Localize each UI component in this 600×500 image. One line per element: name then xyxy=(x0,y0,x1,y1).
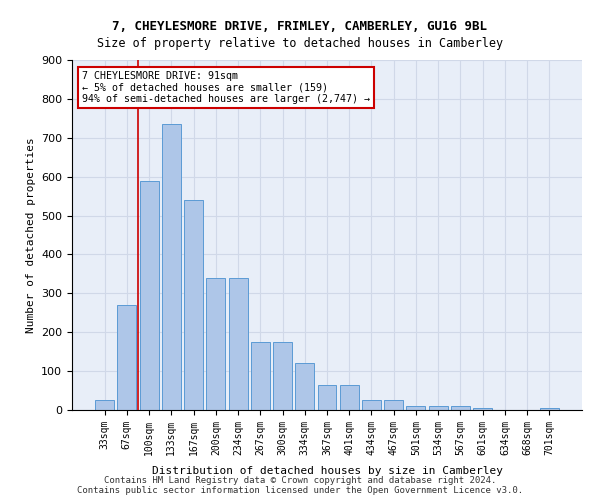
Bar xyxy=(95,400,114,410)
Bar xyxy=(384,400,403,410)
Bar xyxy=(451,406,470,410)
Bar xyxy=(295,364,314,410)
Bar xyxy=(162,124,181,410)
Bar xyxy=(206,278,225,410)
Bar xyxy=(273,342,292,410)
Bar xyxy=(140,180,158,410)
X-axis label: Distribution of detached houses by size in Camberley: Distribution of detached houses by size … xyxy=(151,466,503,476)
Bar xyxy=(251,342,270,410)
Bar xyxy=(540,408,559,410)
Text: 7, CHEYLESMORE DRIVE, FRIMLEY, CAMBERLEY, GU16 9BL: 7, CHEYLESMORE DRIVE, FRIMLEY, CAMBERLEY… xyxy=(113,20,487,33)
Bar xyxy=(340,384,359,410)
Bar xyxy=(317,384,337,410)
Text: Contains public sector information licensed under the Open Government Licence v3: Contains public sector information licen… xyxy=(77,486,523,495)
Text: 7 CHEYLESMORE DRIVE: 91sqm
← 5% of detached houses are smaller (159)
94% of semi: 7 CHEYLESMORE DRIVE: 91sqm ← 5% of detac… xyxy=(82,70,370,104)
Y-axis label: Number of detached properties: Number of detached properties xyxy=(26,137,35,333)
Bar xyxy=(473,408,492,410)
Bar xyxy=(362,400,381,410)
Bar xyxy=(429,406,448,410)
Bar xyxy=(184,200,203,410)
Bar xyxy=(229,278,248,410)
Bar xyxy=(406,406,425,410)
Bar xyxy=(118,305,136,410)
Text: Contains HM Land Registry data © Crown copyright and database right 2024.: Contains HM Land Registry data © Crown c… xyxy=(104,476,496,485)
Text: Size of property relative to detached houses in Camberley: Size of property relative to detached ho… xyxy=(97,38,503,51)
